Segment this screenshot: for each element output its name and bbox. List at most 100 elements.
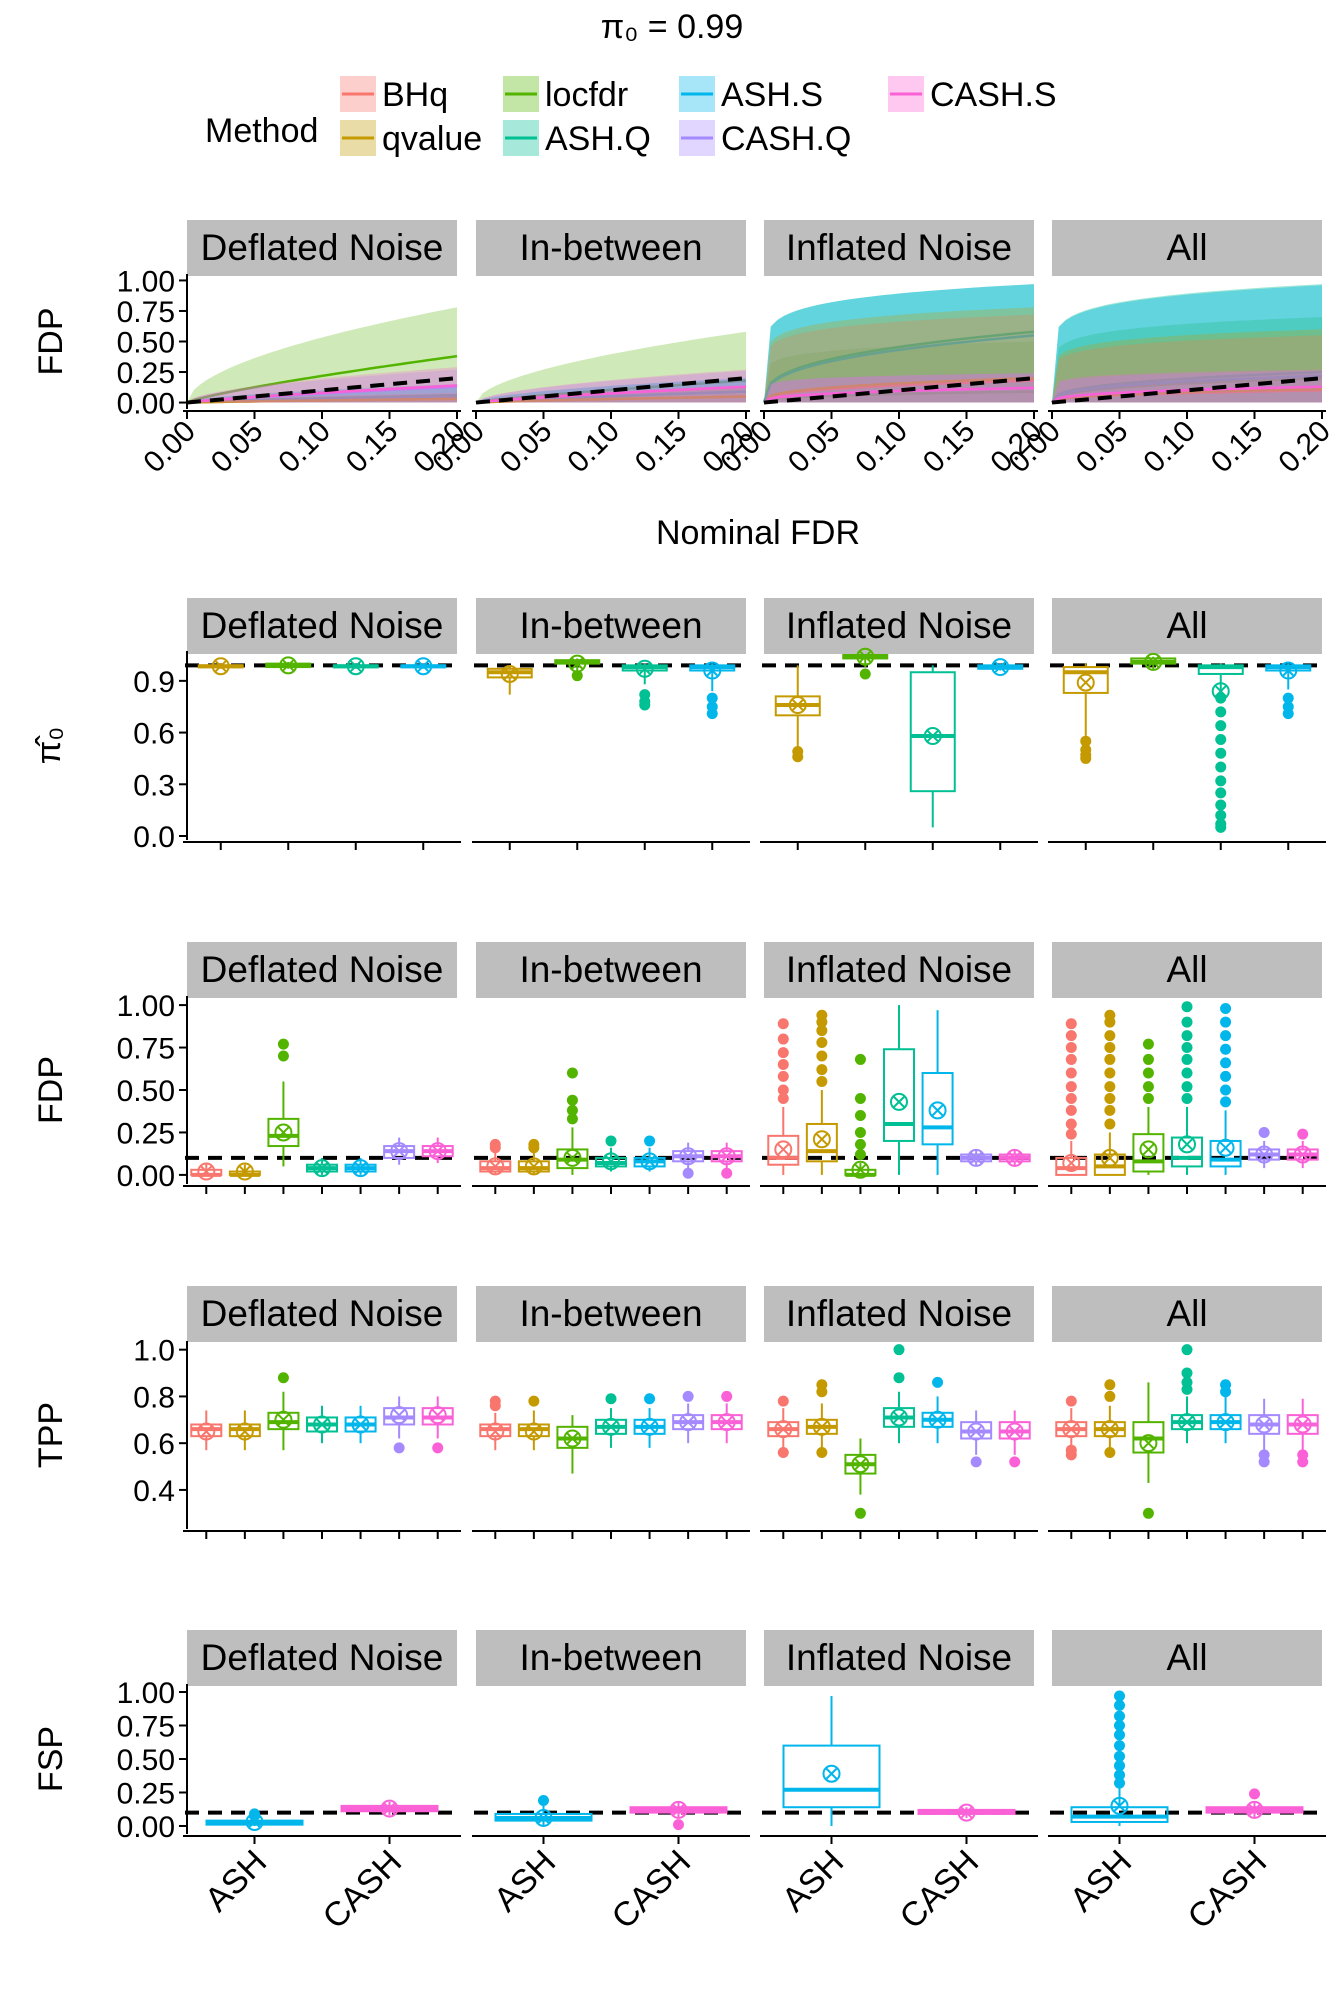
facet-strip bbox=[1052, 1286, 1322, 1342]
outlier-point bbox=[1065, 1128, 1077, 1140]
mean-marker-cross bbox=[1079, 676, 1092, 689]
panel-1: In-between bbox=[472, 598, 750, 850]
mean-marker-cross bbox=[960, 1806, 973, 1819]
facet-strip bbox=[1052, 598, 1322, 654]
box-ash-q bbox=[1171, 1001, 1203, 1175]
outlier-point bbox=[1181, 1367, 1193, 1379]
outlier-point bbox=[393, 1442, 405, 1454]
box-qvalue bbox=[197, 657, 244, 676]
mean-marker bbox=[1279, 661, 1298, 680]
mean-marker bbox=[197, 1162, 216, 1181]
mean-marker bbox=[524, 1157, 543, 1176]
outlier-point bbox=[1104, 1030, 1116, 1042]
outlier-point bbox=[854, 1126, 866, 1138]
outlier-point bbox=[893, 1372, 905, 1384]
panel-0: Deflated Noise bbox=[183, 598, 461, 850]
mean-marker-cross bbox=[527, 1160, 541, 1173]
mean-marker bbox=[1255, 1415, 1274, 1434]
outlier-point bbox=[1181, 1042, 1193, 1054]
mean-marker bbox=[486, 1157, 505, 1176]
mean-marker-cross bbox=[791, 698, 804, 712]
facet-strip-label: Deflated Noise bbox=[201, 605, 444, 646]
y-tick-label: 0.00 bbox=[117, 388, 175, 421]
box-qvalue bbox=[1062, 663, 1109, 764]
mean-marker bbox=[1255, 1145, 1274, 1164]
box-bhq bbox=[767, 1395, 800, 1459]
outlier-point bbox=[1181, 1053, 1193, 1065]
outlier-point bbox=[1282, 692, 1294, 704]
outlier-point bbox=[1104, 1390, 1116, 1402]
mean-marker bbox=[1178, 1135, 1196, 1154]
x-tick-label: 0.20 bbox=[1272, 415, 1337, 480]
mean-marker-cross bbox=[926, 729, 939, 743]
mean-marker bbox=[991, 658, 1010, 677]
mean-marker bbox=[235, 1422, 254, 1441]
y-axis-title: π̂₀ bbox=[30, 727, 68, 765]
box-body bbox=[1132, 1133, 1165, 1173]
facet-strip bbox=[764, 220, 1034, 276]
outlier-point bbox=[816, 1050, 828, 1062]
facet-strip-label: All bbox=[1166, 227, 1207, 268]
mean-marker bbox=[1293, 1415, 1312, 1434]
mean-marker-cross bbox=[527, 1425, 541, 1438]
y-axis-title: FSP bbox=[32, 1726, 70, 1792]
box-cash-s bbox=[421, 1396, 454, 1454]
outlier-point bbox=[777, 1092, 789, 1104]
band-cash-s bbox=[476, 369, 746, 403]
outlier-point bbox=[1258, 1126, 1270, 1138]
mean-marker bbox=[1100, 1420, 1119, 1439]
outlier-point bbox=[1258, 1449, 1270, 1461]
box-ash-s bbox=[205, 1808, 304, 1831]
outlier-point bbox=[1104, 1104, 1116, 1116]
mean-marker-cross bbox=[282, 659, 295, 672]
facet-strip bbox=[476, 942, 746, 998]
outlier-point bbox=[1220, 1002, 1232, 1014]
mean-marker bbox=[890, 1408, 908, 1427]
outlier-point bbox=[1181, 1081, 1193, 1093]
outlier-point bbox=[1220, 1057, 1232, 1069]
mean-marker-cross bbox=[200, 1425, 213, 1438]
facet-strip bbox=[764, 942, 1034, 998]
facet-strip-label: All bbox=[1166, 1637, 1207, 1678]
facet-strip bbox=[187, 1630, 457, 1686]
mean-marker-cross bbox=[1008, 1151, 1021, 1165]
outlier-point bbox=[566, 1067, 578, 1079]
facet-strip bbox=[476, 1630, 746, 1686]
outlier-point bbox=[816, 1447, 828, 1459]
outlier-point bbox=[777, 1059, 789, 1071]
mean-marker-cross bbox=[392, 1408, 406, 1422]
box-locfdr bbox=[267, 1038, 300, 1167]
outlier-point bbox=[1065, 1395, 1077, 1407]
mean-marker-cross bbox=[777, 1143, 790, 1156]
outlier-point bbox=[277, 1372, 289, 1384]
box-ash-s bbox=[344, 1405, 377, 1444]
mean-marker bbox=[774, 1420, 793, 1439]
mean-marker-cross bbox=[431, 1408, 444, 1422]
outlier-point bbox=[1065, 1030, 1077, 1042]
line-ash-s bbox=[1051, 374, 1323, 404]
mean-marker-cross bbox=[1219, 1141, 1232, 1154]
box-qvalue bbox=[1093, 1379, 1126, 1459]
box-ash-q bbox=[306, 1405, 338, 1444]
outlier-point bbox=[1065, 1092, 1077, 1104]
outlier-point bbox=[1009, 1456, 1021, 1468]
outlier-point bbox=[1142, 1092, 1154, 1104]
mean-marker-cross bbox=[859, 650, 872, 663]
outlier-point bbox=[1104, 1081, 1116, 1093]
facet-strip-label: Inflated Noise bbox=[786, 949, 1012, 990]
mean-marker bbox=[1139, 1140, 1158, 1159]
box-locfdr bbox=[1130, 652, 1177, 671]
y-tick-label: 0.75 bbox=[117, 1033, 175, 1066]
line-qvalue bbox=[475, 395, 747, 404]
mean-marker-cross bbox=[349, 659, 362, 673]
mean-marker-cross bbox=[1065, 1156, 1078, 1170]
outlier-point bbox=[1297, 1128, 1309, 1140]
facet-strip-label: Inflated Noise bbox=[786, 227, 1012, 268]
box-body bbox=[767, 1134, 800, 1166]
mean-marker-cross bbox=[1180, 1138, 1194, 1151]
y-tick-label: 0.4 bbox=[133, 1475, 175, 1508]
box-locfdr bbox=[267, 1372, 300, 1451]
y-tick-label: 0.25 bbox=[117, 1777, 175, 1810]
